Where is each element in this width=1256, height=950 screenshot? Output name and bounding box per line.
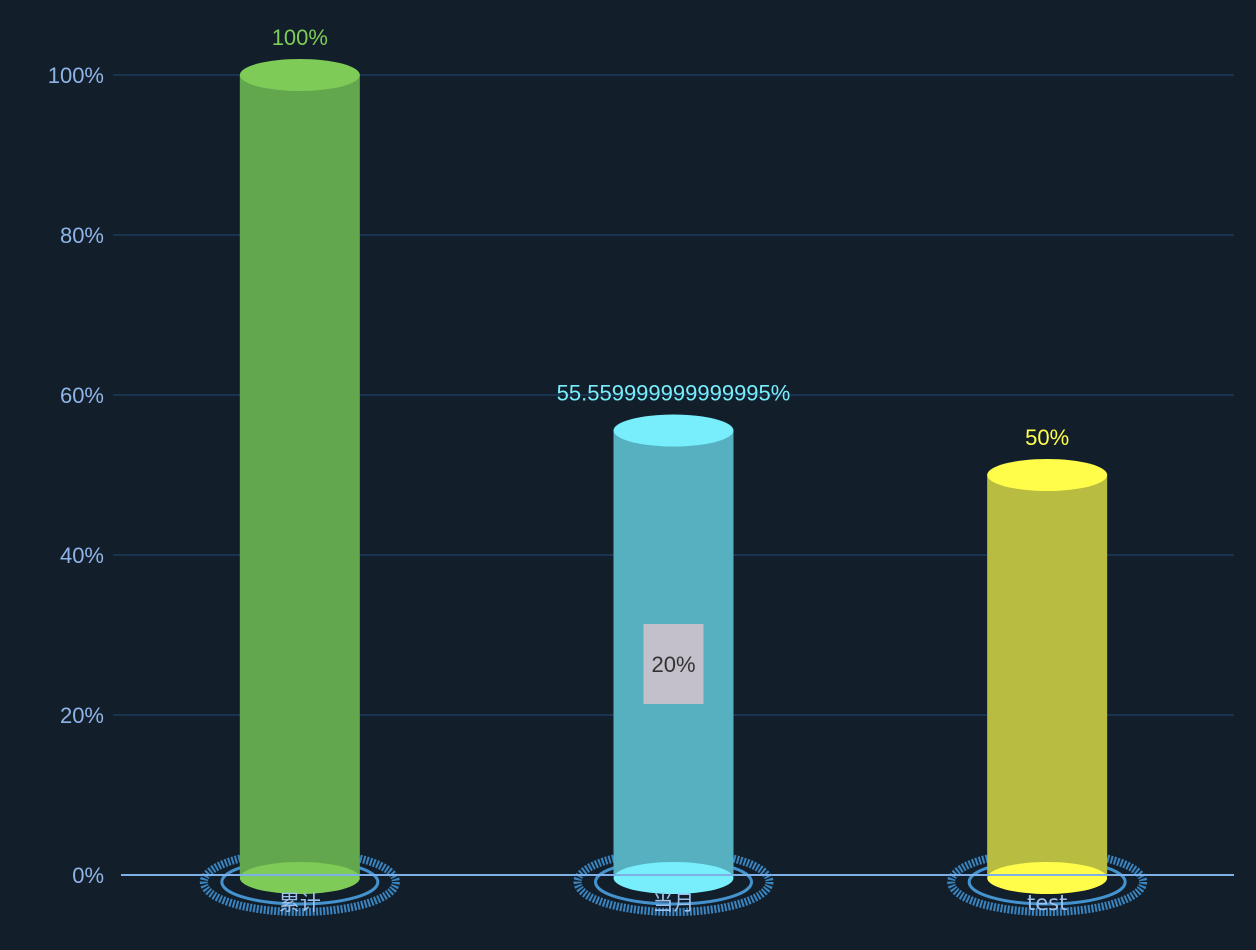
bar-top-cap bbox=[239, 59, 360, 91]
y-tick-label: 60% bbox=[60, 383, 104, 408]
bar bbox=[239, 75, 360, 875]
x-tick-label: 当月 bbox=[653, 891, 695, 915]
y-tick-label: 20% bbox=[60, 703, 104, 728]
inner-label-text: 20% bbox=[651, 652, 695, 677]
inner-label-box bbox=[643, 624, 704, 704]
value-label: 100% bbox=[272, 25, 328, 50]
y-tick-label: 80% bbox=[60, 223, 104, 248]
bar-bottom-cap bbox=[613, 862, 734, 894]
bars bbox=[199, 59, 1148, 916]
y-tick-label: 0% bbox=[72, 863, 104, 888]
bar-bottom-cap bbox=[987, 862, 1108, 894]
value-labels: 100% 55.559999999999995% 50% 20% bbox=[272, 25, 1069, 704]
x-axis: 累计 当月 test bbox=[121, 874, 1234, 915]
y-axis: 0% 20% 40% 60% 80% 100% bbox=[48, 63, 104, 888]
bar-bottom-cap bbox=[239, 862, 360, 894]
value-label: 50% bbox=[1025, 425, 1069, 450]
base-ring-outer bbox=[573, 848, 774, 916]
x-tick-label: 累计 bbox=[279, 891, 321, 915]
bar-group bbox=[199, 59, 400, 916]
bar-group bbox=[947, 459, 1148, 916]
bar-top-cap bbox=[987, 459, 1108, 491]
y-tick-label: 100% bbox=[48, 63, 104, 88]
value-label: 55.559999999999995% bbox=[557, 381, 791, 406]
base-ring-outer bbox=[199, 848, 400, 916]
y-tick-label: 40% bbox=[60, 543, 104, 568]
base-ring-outer bbox=[947, 848, 1148, 916]
bar bbox=[987, 475, 1108, 875]
x-tick-label: test bbox=[1027, 891, 1067, 915]
bar-top-cap bbox=[613, 414, 734, 447]
